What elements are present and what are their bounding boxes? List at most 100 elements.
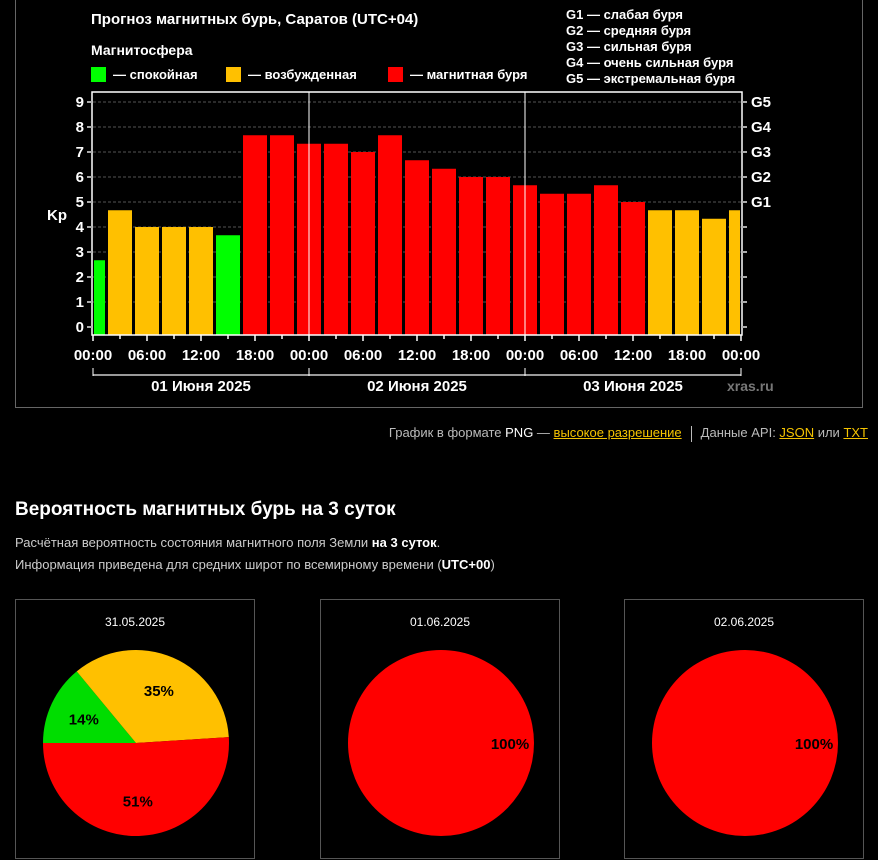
pie-label: 51% <box>123 794 153 811</box>
x-tick-label: 18:00 <box>668 347 706 364</box>
x-tick-label: 12:00 <box>182 347 220 364</box>
g-tick-label: G5 <box>751 94 771 111</box>
y-tick-label: 3 <box>76 244 84 261</box>
magnetosphere-label: Магнитосфера <box>91 42 193 58</box>
desc2-bold: UTC+00 <box>441 557 491 572</box>
desc1-suffix: . <box>436 535 441 550</box>
g-legend-g3: G3 — сильная буря <box>566 39 692 54</box>
kp-bar <box>189 227 213 335</box>
pie-slice <box>76 650 229 743</box>
y-tick-label: 8 <box>76 119 84 136</box>
links-divider <box>690 425 692 442</box>
y-tick-label: 6 <box>76 169 84 186</box>
api-prefix: Данные API: <box>700 425 780 440</box>
x-tick-label: 06:00 <box>128 347 166 364</box>
high-res-link[interactable]: высокое разрешение <box>553 425 682 440</box>
kp-bar <box>108 210 132 335</box>
pie-card-1: 01.06.2025 100% <box>320 599 560 859</box>
g-scale-legend: G1 — слабая буря G2 — средняя буря G3 — … <box>566 7 735 87</box>
kp-bar <box>94 260 105 335</box>
chart-title: Прогноз магнитных бурь, Саратов (UTC+04) <box>91 11 419 28</box>
y-tick-label: 2 <box>76 269 84 286</box>
legend-label-storm: — магнитная буря <box>410 67 528 82</box>
day-label: 03 Июня 2025 <box>583 378 683 395</box>
legend-quiet: — спокойная <box>91 67 198 82</box>
pie-date: 01.06.2025 <box>409 615 471 629</box>
kp-bar <box>243 135 267 335</box>
y-tick-label: 4 <box>76 219 85 236</box>
pie-card-2: 02.06.2025 100% <box>624 599 864 859</box>
kp-bar <box>216 235 240 335</box>
kp-bar <box>135 227 159 335</box>
kp-bar <box>702 218 726 335</box>
kp-bar <box>648 210 672 335</box>
g-legend-g4: G4 — очень сильная буря <box>566 55 734 70</box>
y-axis-label: Kp <box>47 207 67 224</box>
g-tick-label: G4 <box>751 119 772 136</box>
probability-pie: 100% <box>348 650 534 836</box>
txt-link[interactable]: TXT <box>843 425 868 440</box>
g-tick-label: G3 <box>751 144 771 161</box>
pie-card-0: 31.05.2025 14% 35% 51% <box>15 599 255 859</box>
day-label: 01 Июня 2025 <box>151 378 251 395</box>
legend-label-quiet: — спокойная <box>113 67 198 82</box>
pie-date: 31.05.2025 <box>104 615 166 629</box>
g-legend-g2: G2 — средняя буря <box>566 23 692 38</box>
png-dash: — <box>533 425 554 440</box>
y-tick-label: 1 <box>76 294 84 311</box>
desc2-suffix: ) <box>490 557 495 572</box>
x-tick-label: 18:00 <box>452 347 490 364</box>
legend-label-active: — возбужденная <box>248 67 357 82</box>
kp-bar <box>594 185 618 335</box>
probability-desc-2: Информация приведена для средних широт п… <box>15 557 495 572</box>
kp-bar <box>351 152 375 335</box>
kp-bar <box>486 177 510 335</box>
desc1-text: Расчётная вероятность состояния магнитно… <box>15 535 372 550</box>
pie-slice <box>43 671 136 743</box>
pie-label: 100% <box>795 736 833 753</box>
kp-bar-chart: 0 1 2 3 4 5 6 7 8 9 G1 G2 G3 G4 G5 Kp 00:00 06:00 12:00 18:… <box>47 91 774 395</box>
kp-bar <box>621 202 645 335</box>
kp-bar <box>459 177 483 335</box>
desc2-text: Информация приведена для средних широт п… <box>15 557 442 572</box>
kp-bar <box>675 210 699 335</box>
desc1-bold: на 3 суток <box>371 535 437 550</box>
png-word: PNG <box>505 425 534 440</box>
kp-bar <box>324 143 348 335</box>
y-tick-label: 7 <box>76 144 84 161</box>
y-tick-label: 0 <box>76 319 84 336</box>
json-link[interactable]: JSON <box>779 425 815 440</box>
y-tick-label: 5 <box>76 194 84 211</box>
pie-slice <box>43 737 229 836</box>
pie-slice <box>348 650 534 836</box>
x-tick-label: 18:00 <box>236 347 274 364</box>
legend-swatch-active <box>226 67 241 82</box>
legend-swatch-storm <box>388 67 403 82</box>
g-legend-g5: G5 — экстремальная буря <box>566 71 736 86</box>
chart-frame <box>15 0 863 408</box>
g-legend-g1: G1 — слабая буря <box>566 7 684 22</box>
chart-links: График в формате PNG — высокое разрешени… <box>389 425 868 442</box>
kp-bar <box>540 193 564 335</box>
pie-date: 02.06.2025 <box>713 615 775 629</box>
pie-label: 14% <box>69 711 99 728</box>
pie-slice <box>652 650 838 836</box>
kp-bar <box>405 160 429 335</box>
pie-label: 100% <box>491 736 529 753</box>
x-tick-label: 00:00 <box>506 347 544 364</box>
day-label: 02 Июня 2025 <box>367 378 467 395</box>
watermark: xras.ru <box>727 378 774 394</box>
probability-pie: 100% <box>652 650 838 836</box>
y-tick-label: 9 <box>76 94 84 111</box>
legend-swatch-quiet <box>91 67 106 82</box>
kp-bar <box>567 193 591 335</box>
kp-bar <box>432 168 456 335</box>
pie-label: 35% <box>144 683 174 700</box>
kp-bar <box>162 227 186 335</box>
x-tick-label: 00:00 <box>722 347 760 364</box>
x-tick-label: 00:00 <box>290 347 328 364</box>
x-tick-label: 12:00 <box>614 347 652 364</box>
x-tick-label: 06:00 <box>344 347 382 364</box>
kp-bar <box>378 135 402 335</box>
probability-pie: 14% 35% 51% <box>43 650 229 836</box>
